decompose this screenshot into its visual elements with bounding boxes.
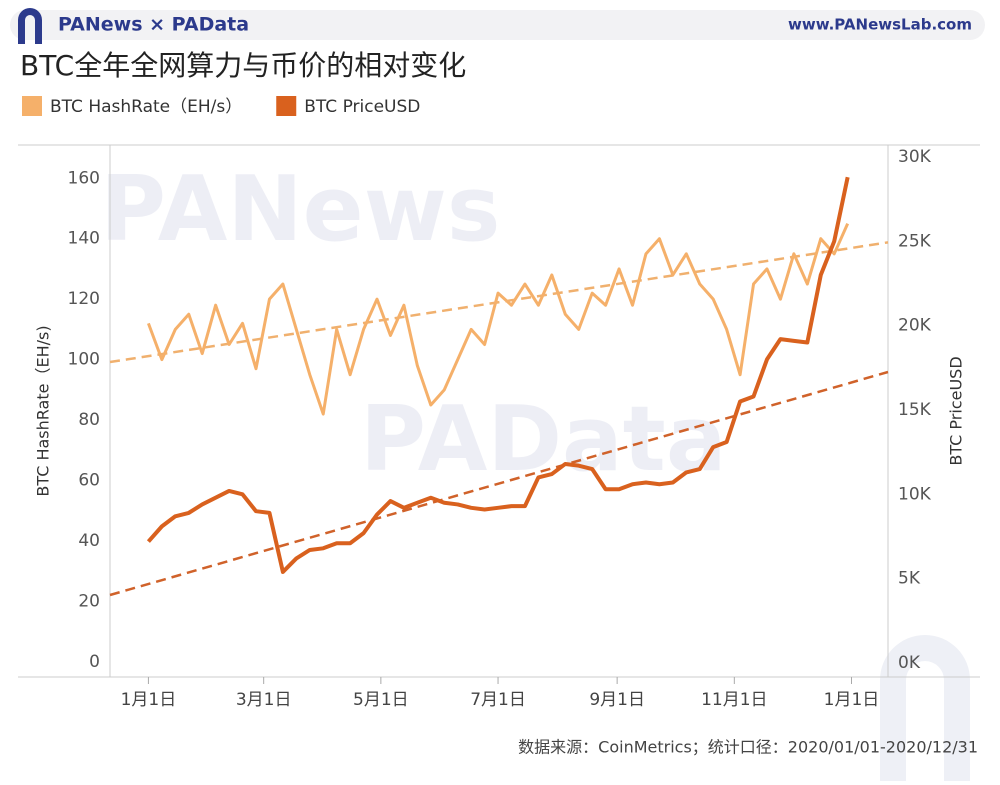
- y-tick-label: 20: [78, 591, 100, 611]
- legend-swatch: [276, 96, 297, 116]
- y-tick-label: 120: [68, 289, 100, 309]
- site: www.PANewsLab.com: [788, 16, 972, 34]
- series-line: [147, 222, 850, 416]
- x-tick-label: 1月1日: [824, 690, 880, 710]
- x-tick-label: 3月1日: [236, 690, 292, 710]
- legend-label: BTC PriceUSD: [304, 97, 420, 117]
- y2-tick-label: 0K: [898, 653, 921, 673]
- y2-tick-label: 15K: [898, 400, 932, 420]
- y-tick-label: 60: [78, 471, 100, 491]
- x-tick-label: 1月1日: [121, 690, 177, 710]
- y2-tick-label: 5K: [898, 569, 921, 589]
- y2-axis-title: BTC PriceUSD: [947, 356, 966, 465]
- source-note: 数据来源：CoinMetrics；统计口径：2020/01/01-2020/12…: [518, 738, 978, 757]
- x-tick-label: 5月1日: [353, 690, 409, 710]
- y-tick-label: 100: [68, 350, 100, 370]
- y2-tick-label: 30K: [898, 147, 932, 167]
- watermark: PANews PAData: [100, 157, 970, 781]
- y2-tick-label: 25K: [898, 231, 932, 251]
- y-tick-label: 140: [68, 229, 100, 249]
- chart-title: BTC全年全网算力与币价的相对变化: [20, 49, 466, 82]
- y-tick-label: 80: [78, 410, 100, 430]
- x-tick-label: 11月1日: [701, 690, 767, 710]
- x-tick-label: 7月1日: [470, 690, 526, 710]
- y-tick-label: 160: [68, 168, 100, 188]
- y-axis-title: BTC HashRate（EH/s): [34, 325, 53, 496]
- watermark-logo: [880, 635, 970, 781]
- x-tick-label: 9月1日: [589, 690, 645, 710]
- y-tick-label: 40: [78, 531, 100, 551]
- brand: PANews × PAData: [58, 14, 249, 36]
- header-bar: [10, 10, 985, 40]
- legend-label: BTC HashRate（EH/s）: [50, 97, 242, 117]
- trend-line: [109, 241, 889, 364]
- series-line: [146, 176, 850, 574]
- logo: [18, 8, 42, 44]
- y-tick-label: 0: [89, 652, 100, 672]
- legend-swatch: [22, 96, 42, 116]
- y2-tick-label: 20K: [898, 316, 932, 336]
- trend-line: [109, 370, 889, 597]
- y2-tick-label: 10K: [898, 484, 932, 504]
- watermark-text: PANews: [100, 157, 500, 262]
